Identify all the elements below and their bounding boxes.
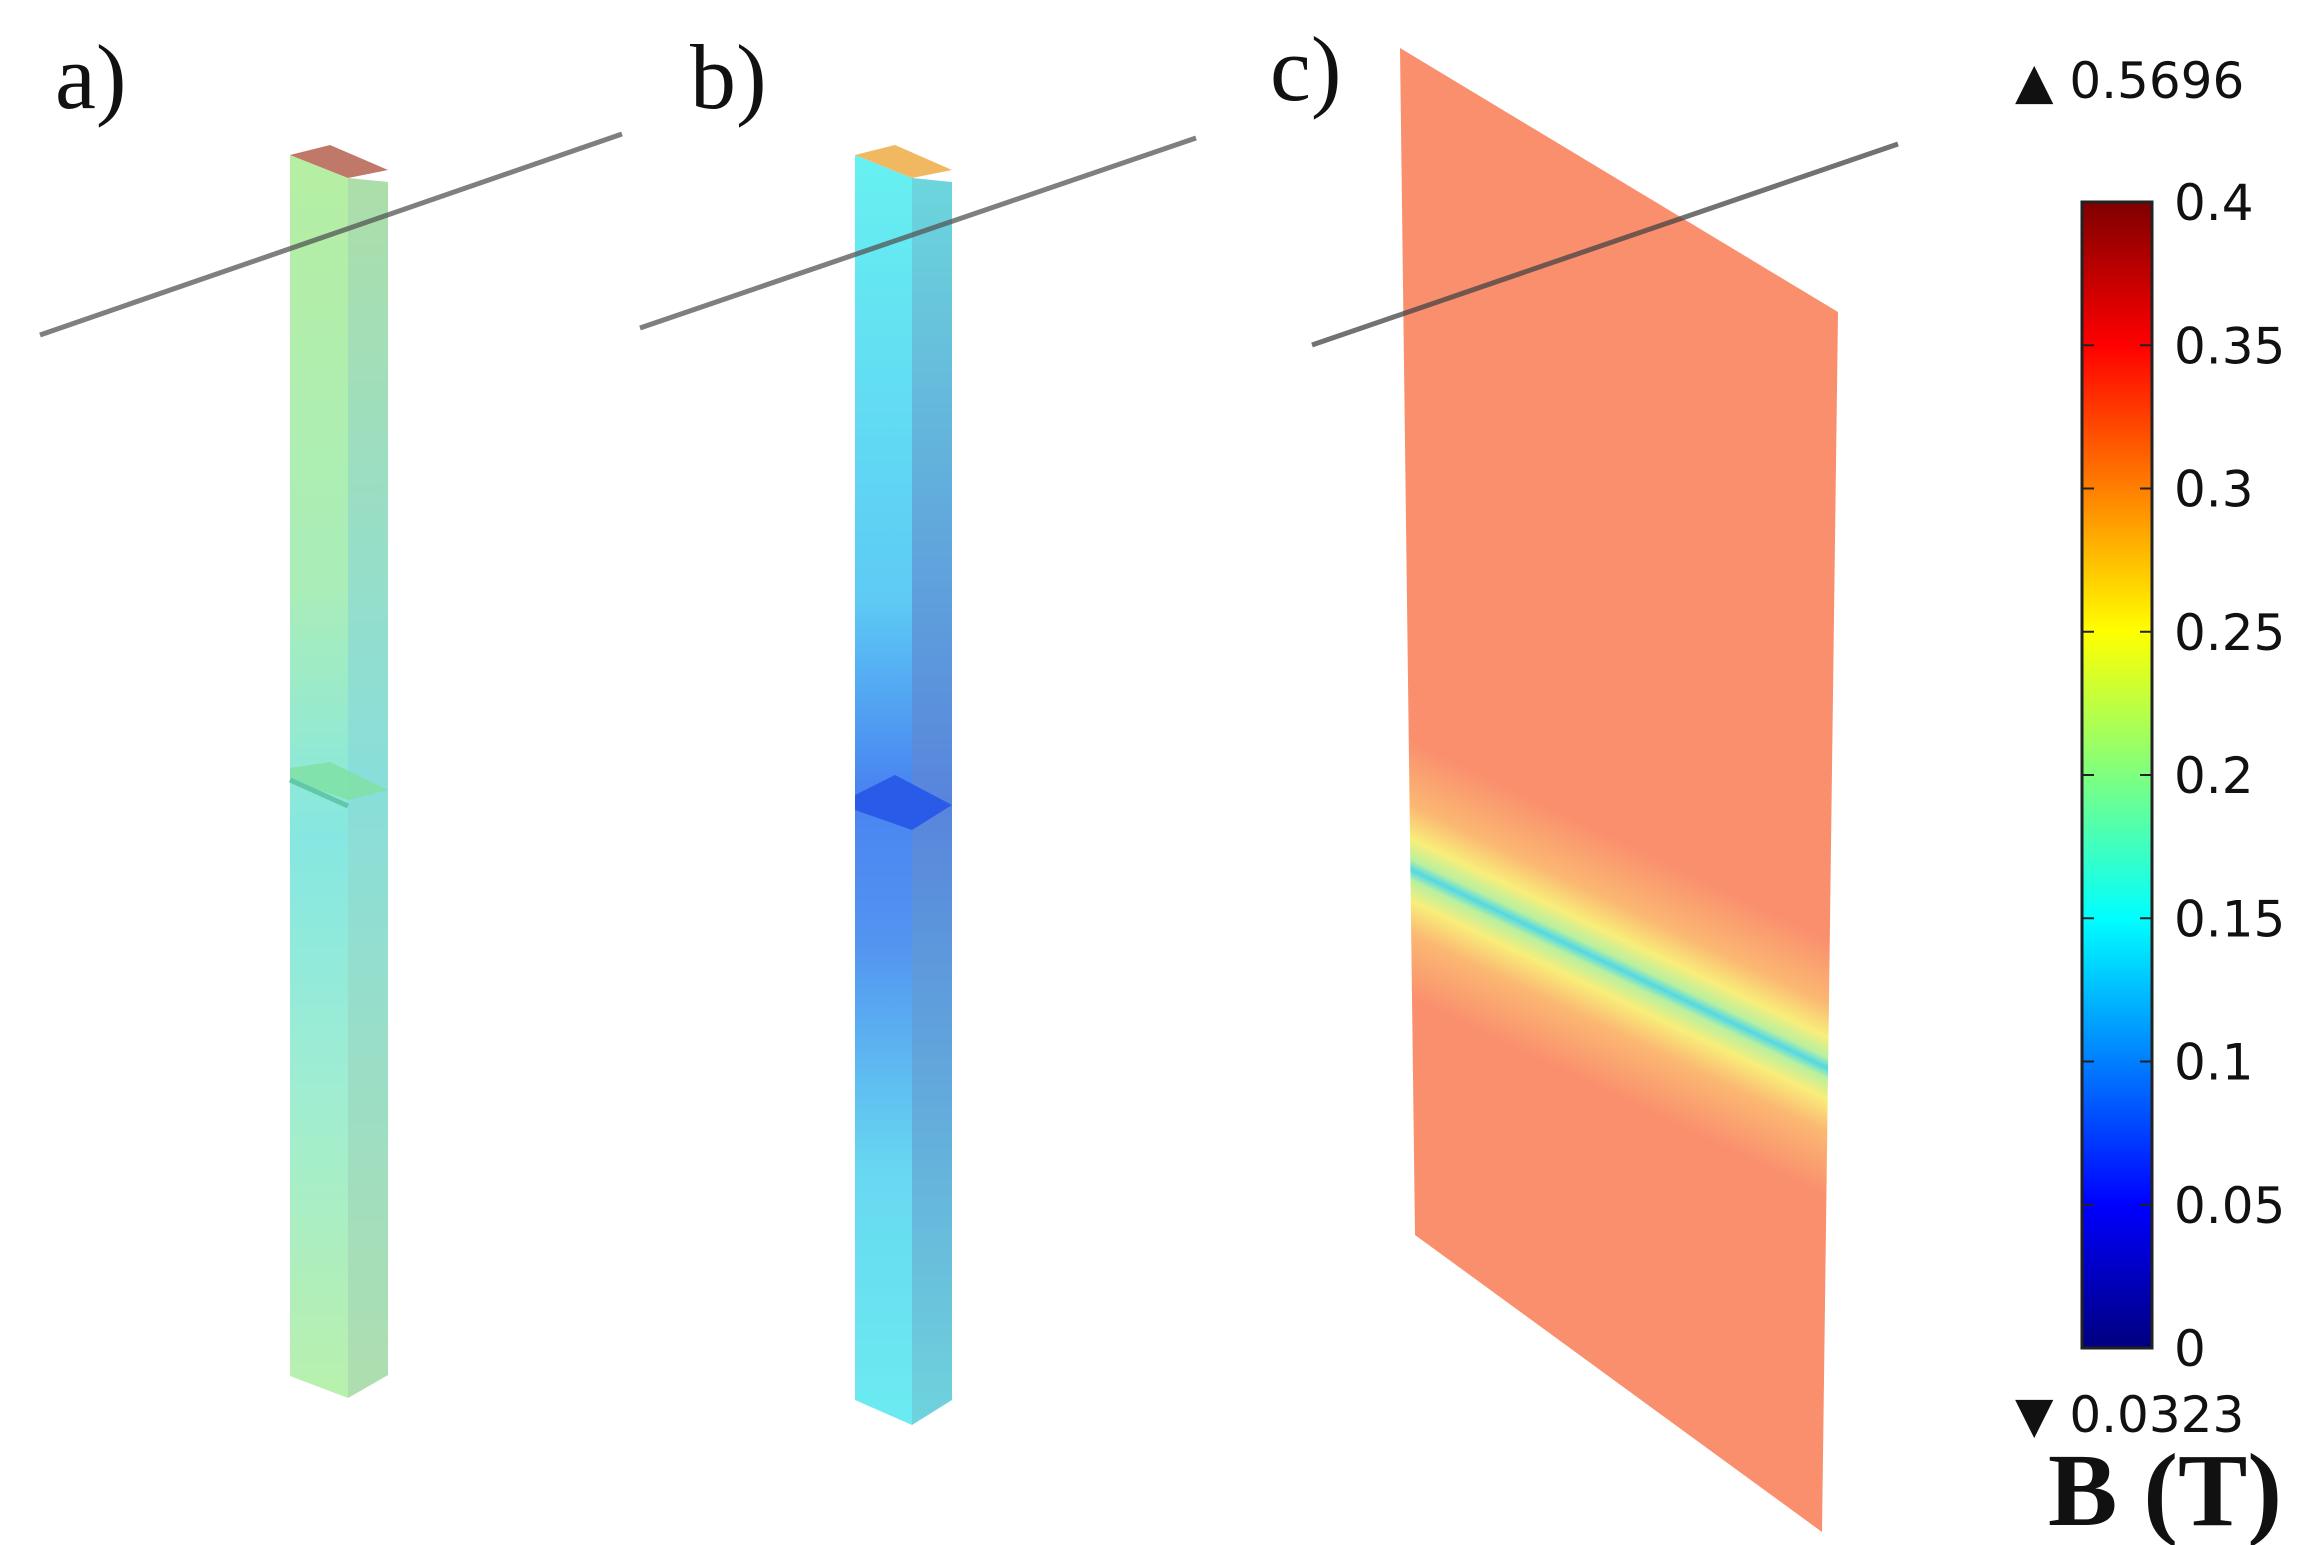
bar-a-gap (290, 762, 388, 800)
field-line-c (1311, 141, 1899, 348)
field-line-b (639, 135, 1197, 331)
colorbar-tick-label: 0.05 (2174, 1177, 2285, 1235)
colorbar-max-marker: ▲ 0.5696 (2015, 52, 2244, 110)
colorbar-tick-label: 0.4 (2174, 174, 2254, 232)
panel-c: c) (1270, 18, 1899, 1532)
colorbar-tick-label: 0.15 (2174, 890, 2285, 948)
colorbar-ticks: 0.4 0.35 0.3 0.25 0.2 0.15 0.1 0.05 0 (2082, 174, 2285, 1378)
colorbar-tick-label: 0.3 (2174, 461, 2254, 519)
colorbar-tick-label: 0.25 (2174, 604, 2285, 662)
colorbar-tick-label: 0.2 (2174, 747, 2254, 805)
panel-c-label: c) (1270, 18, 1341, 120)
bar-b-top-face (855, 145, 952, 178)
panel-b: b) (639, 26, 1197, 1425)
colorbar: ▲ 0.5696 0.4 0.35 0.3 0.25 0.2 0.15 0.1 0.05 0 ▼… (2015, 52, 2285, 1545)
colorbar-tick-label: 0.1 (2174, 1034, 2254, 1092)
colorbar-tick-label: 0 (2174, 1320, 2206, 1378)
bar-a-top-face (290, 145, 388, 178)
panel-b-label: b) (690, 26, 767, 128)
panel-a: a) (39, 26, 623, 1398)
colorbar-title: B (T) (2048, 1433, 2282, 1545)
bar-b (855, 145, 952, 1425)
colorbar-min-marker: ▼ 0.0323 (2015, 1386, 2244, 1444)
bar-a (288, 145, 388, 1398)
bar-b-gap (855, 775, 952, 830)
bar-a-gap-line (288, 777, 350, 809)
field-line-a (39, 131, 623, 338)
panel-a-label: a) (55, 26, 126, 128)
plate-c (1400, 48, 1838, 1532)
colorbar-tick-label: 0.35 (2174, 317, 2285, 375)
